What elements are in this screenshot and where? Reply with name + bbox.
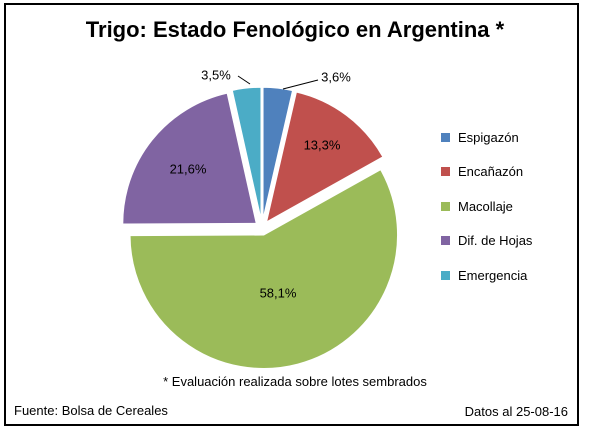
legend-label: Emergencia (458, 267, 528, 283)
legend-swatch (441, 201, 450, 211)
chart-title: Trigo: Estado Fenológico en Argentina * (85, 17, 505, 42)
data-label-espigazon: 3,6% (321, 69, 351, 84)
legend-item-macollaje: Macollaje (441, 189, 532, 224)
data-label-dif-de-hojas: 21,6% (170, 161, 207, 176)
pie-slice-macollaje (129, 168, 399, 370)
data-label-macollaje: 58,1% (260, 285, 297, 300)
pie-slice-emergencia (231, 86, 262, 222)
data-label-encanazon: 13,3% (304, 137, 341, 152)
legend-item-dif-de-hojas: Dif. de Hojas (441, 224, 532, 259)
legend-swatch (441, 270, 450, 280)
legend-swatch (441, 236, 450, 246)
legend-item-espigazon: Espigazón (441, 120, 532, 155)
legend-item-encanazon: Encañazón (441, 155, 532, 190)
data-label-emergencia: 3,5% (201, 67, 231, 82)
pie-slice-dif-de-hojas (121, 91, 258, 226)
legend: Espigazón Encañazón Macollaje Dif. de Ho… (441, 120, 532, 293)
leader-line (237, 75, 251, 85)
legend-swatch (441, 132, 450, 142)
date-label: Datos al 25-08-16 (464, 404, 568, 419)
leader-line (282, 79, 319, 90)
legend-label: Dif. de Hojas (458, 233, 533, 249)
pie-slice-espigazon (262, 86, 294, 222)
legend-swatch (441, 167, 450, 177)
legend-label: Encañazón (458, 164, 524, 180)
footnote: * Evaluación realizada sobre lotes sembr… (163, 374, 427, 389)
legend-item-emergencia: Emergencia (441, 258, 532, 293)
legend-label: Espigazón (458, 129, 519, 145)
legend-label: Macollaje (458, 198, 513, 214)
pie-slice-encanazon (265, 90, 385, 224)
source-label: Fuente: Bolsa de Cereales (14, 403, 168, 418)
